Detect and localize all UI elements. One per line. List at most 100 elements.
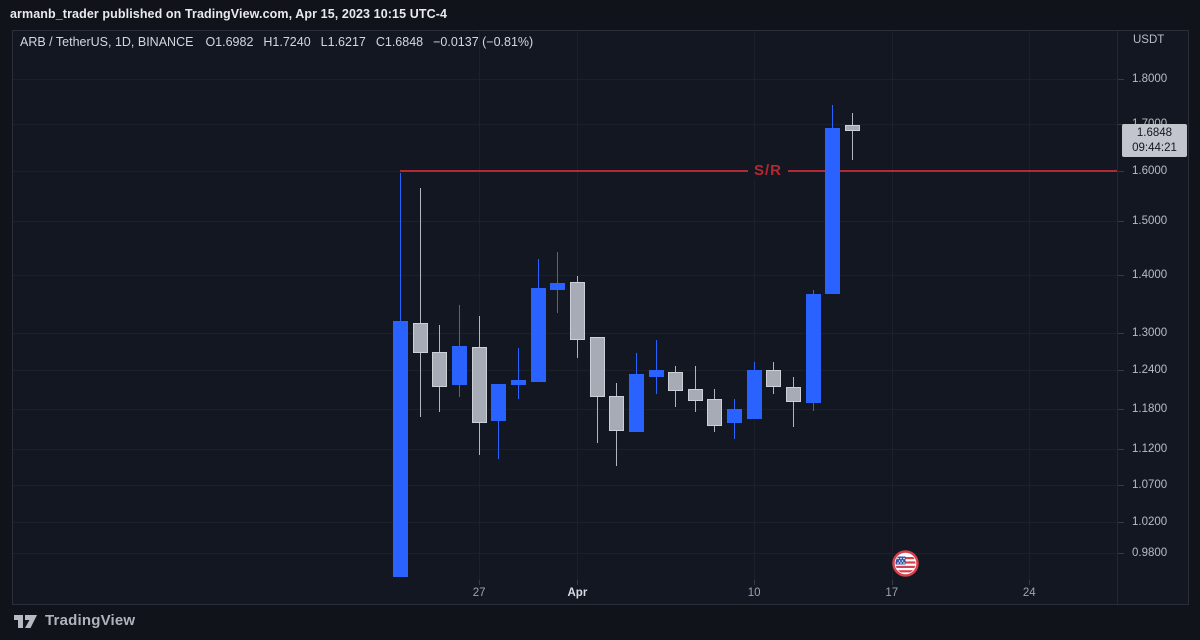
candle-wick xyxy=(793,376,794,428)
symbol-title: ARB / TetherUS, 1D, BINANCE xyxy=(20,35,194,49)
candle-2023-04-03[interactable] xyxy=(609,396,625,432)
time-axis-tick xyxy=(479,580,481,585)
price-axis-tick xyxy=(1118,408,1124,410)
candle-2023-04-13[interactable] xyxy=(805,293,821,403)
price-gridline xyxy=(13,275,1117,277)
price-gridline xyxy=(13,522,1117,524)
price-gridline xyxy=(13,553,1117,555)
candle-2023-04-04[interactable] xyxy=(628,373,644,432)
price-axis-tick xyxy=(1118,123,1124,125)
price-gridline xyxy=(13,221,1117,223)
chart-frame xyxy=(12,30,1189,605)
price-change: −0.0137 (−0.81%) xyxy=(433,35,534,49)
price-axis-tick xyxy=(1118,275,1124,277)
time-axis-tick xyxy=(1029,580,1031,585)
support-resistance-label[interactable]: S/R xyxy=(748,162,789,179)
price-tick-label: 1.8000 xyxy=(1132,73,1168,86)
us-flag-icon[interactable] xyxy=(891,549,920,583)
quote-currency-label: USDT xyxy=(1133,34,1165,46)
ohlc-high: H1.7240 xyxy=(263,35,311,49)
time-tick-label: 24 xyxy=(1022,587,1036,599)
time-axis-tick xyxy=(577,580,579,585)
time-gridline xyxy=(754,31,756,580)
price-axis-tick xyxy=(1118,484,1124,486)
tradingview-branding[interactable]: TradingView xyxy=(13,612,135,629)
attribution-text: armanb_trader published on TradingView.c… xyxy=(10,7,448,21)
price-tick-label: 1.6000 xyxy=(1132,165,1168,177)
price-tick-label: 1.4000 xyxy=(1132,269,1168,282)
time-axis-tick xyxy=(891,580,893,585)
candle-wick xyxy=(419,188,421,418)
time-gridline xyxy=(1029,31,1031,580)
candle-2023-04-11[interactable] xyxy=(766,369,782,387)
candle-wick xyxy=(498,383,500,459)
price-tick-label: 0.9800 xyxy=(1132,547,1168,560)
price-axis-tick xyxy=(1118,449,1124,451)
price-axis-tick xyxy=(1118,79,1124,81)
candle-2023-04-12[interactable] xyxy=(786,387,801,402)
time-tick-label: 27 xyxy=(472,587,486,599)
last-price-badge: 1.6848 09:44:21 xyxy=(1122,124,1187,157)
ohlc-open: O1.6982 xyxy=(205,35,254,49)
price-gridline xyxy=(13,333,1117,334)
candle-2023-04-02[interactable] xyxy=(589,337,605,397)
price-axis-tick xyxy=(1118,171,1124,172)
candle-2023-04-14[interactable] xyxy=(825,127,841,294)
price-tick-label: 1.3000 xyxy=(1132,327,1168,339)
candle-2023-04-06[interactable] xyxy=(668,371,684,391)
time-tick-label: 17 xyxy=(885,587,899,599)
candle-wick xyxy=(852,112,853,161)
time-gridline xyxy=(891,31,893,580)
price-tick-label: 1.0200 xyxy=(1132,516,1168,529)
candle-2023-03-30[interactable] xyxy=(530,288,546,382)
tradingview-logo-icon xyxy=(13,613,38,629)
candle-2023-04-05[interactable] xyxy=(648,369,664,377)
candle-2023-04-09[interactable] xyxy=(727,409,742,424)
candle-2023-04-10[interactable] xyxy=(746,369,762,420)
candle-2023-04-08[interactable] xyxy=(707,398,723,426)
price-axis-tick xyxy=(1118,221,1124,223)
price-tick-label: 1.2400 xyxy=(1132,363,1168,376)
price-axis-tick xyxy=(1118,522,1124,524)
time-tick-label: 10 xyxy=(747,587,761,599)
candle-2023-03-24[interactable] xyxy=(412,322,428,353)
price-tick-label: 1.0700 xyxy=(1132,478,1168,491)
candle-2023-03-28[interactable] xyxy=(491,383,507,422)
price-axis-tick xyxy=(1118,553,1124,555)
ohlc-low: L1.6217 xyxy=(320,35,366,49)
price-gridline xyxy=(13,79,1117,81)
time-tick-label: Apr xyxy=(567,587,588,599)
candle-2023-04-07[interactable] xyxy=(687,388,703,401)
price-tick-label: 1.1800 xyxy=(1132,402,1168,415)
ohlc-close: C1.6848 xyxy=(375,35,424,49)
bar-countdown: 09:44:21 xyxy=(1132,142,1177,154)
price-gridline xyxy=(13,408,1117,410)
time-gridline xyxy=(479,31,481,580)
candle-2023-04-15[interactable] xyxy=(845,124,860,131)
candle-wick xyxy=(655,340,657,395)
candle-wick xyxy=(557,252,559,313)
candle-wick xyxy=(517,347,519,399)
symbol-header[interactable]: ARB / TetherUS, 1D, BINANCE O1.6982 H1.724… xyxy=(20,35,533,49)
price-axis-tick xyxy=(1118,333,1124,334)
candle-2023-03-25[interactable] xyxy=(432,351,448,387)
price-gridline xyxy=(13,123,1117,125)
candle-2023-03-23[interactable] xyxy=(393,321,408,577)
candle-2023-03-31[interactable] xyxy=(550,283,566,290)
candle-2023-03-26[interactable] xyxy=(451,345,467,386)
price-axis-tick xyxy=(1118,369,1124,371)
price-axis-separator xyxy=(1117,31,1118,604)
price-tick-label: 1.1200 xyxy=(1132,443,1168,456)
candle-2023-04-01[interactable] xyxy=(569,281,585,341)
tradingview-logo-text: TradingView xyxy=(45,612,136,629)
price-gridline xyxy=(13,484,1117,486)
price-gridline xyxy=(13,449,1117,451)
time-axis-tick xyxy=(754,580,756,585)
candle-2023-03-29[interactable] xyxy=(510,379,526,385)
last-price-value: 1.6848 xyxy=(1136,127,1173,139)
candle-2023-03-27[interactable] xyxy=(471,346,487,424)
